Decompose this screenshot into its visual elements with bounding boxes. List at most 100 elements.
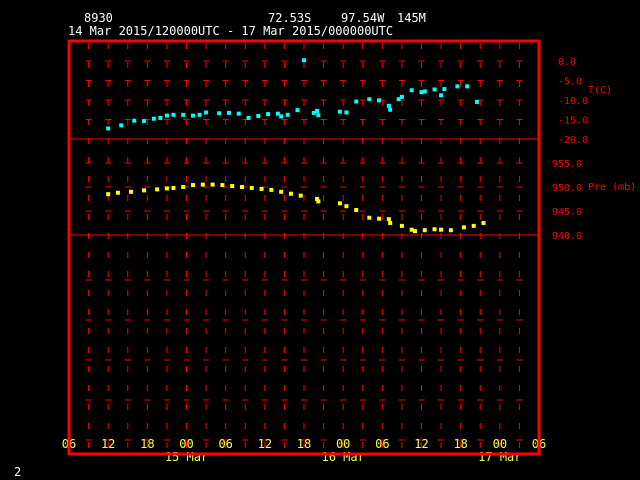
temperature-tick-label: -10.0 [558,96,588,107]
temperature-point [409,88,414,93]
pressure-point [386,217,391,222]
pressure-point [259,186,264,191]
pressure-point [337,201,342,206]
plot-frame [67,39,541,456]
temperature-point [396,97,401,102]
hour-tick-label: 00 [179,437,193,451]
pressure-axis-label: Pre (mb) [588,182,636,193]
panel-separators [69,138,539,236]
temperature-point [226,110,231,115]
temperature-point [142,119,147,124]
pressure-point [412,229,417,234]
temperature-axis-label: T(C) [588,85,612,96]
temperature-point [474,99,479,104]
temperature-point [256,113,261,118]
temperature-point [386,103,391,108]
temperature-tick-label: -15.0 [558,116,588,127]
hour-tick-label: 12 [101,437,115,451]
pressure-point [354,208,359,213]
temperature-point [181,112,186,117]
temperature-point [344,110,349,115]
pressure-point [409,227,414,232]
temperature-point [315,108,320,113]
date-tick-label: 16 Mar [321,450,364,464]
temperature-tick-label: 0.0 [558,57,576,68]
pressure-point [388,221,393,225]
date-tick-label: 15 Mar [165,450,208,464]
temperature-point [197,112,202,117]
temperature-point [432,87,437,92]
pressure-tick-label: 955.0 [552,159,582,170]
temperature-point [295,108,300,113]
pressure-point [279,189,284,194]
temperature-point [455,84,460,89]
right-axis-labels: 0.0 -5.0 -10.0 -15.0 -20.0 955.0 950.0 945.0 940… [552,57,588,242]
pressure-point [230,184,235,189]
temperature-point [465,84,470,89]
pressure-tick-label: 950.0 [552,183,582,194]
temperature-point [246,115,251,120]
pressure-point [220,183,225,188]
pressure-point [269,187,274,192]
hour-tick-label: 00 [336,437,350,451]
station-id: 8930 [84,11,113,25]
temperature-point [442,87,447,92]
temperature-point [275,111,280,116]
temperature-point [236,111,241,116]
pressure-point [422,228,427,233]
pressure-point [298,193,303,198]
pressure-point [461,225,466,230]
hour-tick-label: 12 [258,437,272,451]
temperature-series [106,58,479,131]
temperature-point [285,112,290,117]
pressure-point [164,186,169,191]
pressure-point [171,185,176,190]
pressure-point [344,204,349,209]
temperature-point [204,110,209,115]
temperature-point [106,126,111,131]
pressure-point [106,192,111,197]
temperature-tick-label: -5.0 [558,77,582,88]
pressure-point [249,185,254,190]
temperature-point [367,97,372,102]
page-number: 2 [14,465,21,479]
pressure-point [191,183,196,188]
temperature-point [279,114,284,119]
temperature-point [119,123,124,128]
temperature-point [354,99,359,104]
temperature-point [217,111,222,116]
temperature-point [158,115,163,120]
time-range: 14 Mar 2015/120000UTC - 17 Mar 2015/0000… [68,24,393,38]
hour-tick-label: 06 [218,437,232,451]
station-longitude: 97.54W [341,11,385,25]
pressure-point [471,223,476,228]
pressure-point [315,197,320,201]
pressure-tick-label: 945.0 [552,207,582,218]
pressure-point [377,216,382,221]
hour-tick-label: 06 [375,437,389,451]
hour-tick-label: 18 [140,437,154,451]
temperature-tick-label: -20.0 [558,135,588,146]
pressure-tick-label: 940.0 [552,231,582,242]
pressure-point [316,199,321,204]
pressure-point [432,227,437,232]
hour-tick-label: 18 [453,437,467,451]
temperature-point [151,116,156,121]
temperature-point [439,93,444,98]
temperature-point [191,113,196,118]
pressure-point [155,187,160,192]
temperature-point [164,113,169,118]
pressure-point [115,190,120,195]
pressure-point [439,227,444,232]
pressure-point [481,221,486,225]
hour-tick-label: 18 [297,437,311,451]
pressure-point [129,189,134,194]
pressure-point [210,182,215,187]
temperature-point [337,109,342,114]
pressure-point [399,223,404,228]
temperature-point [377,98,382,103]
pressure-point [367,215,372,220]
station-elevation: 145M [397,11,426,25]
